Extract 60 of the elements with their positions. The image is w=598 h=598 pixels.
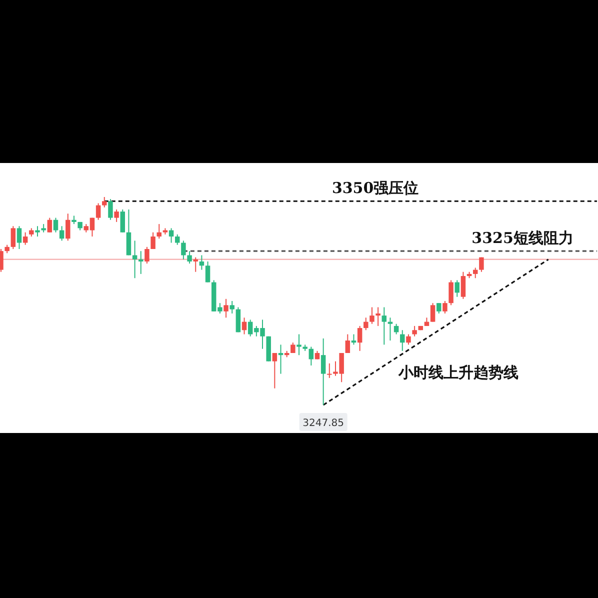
candlestick [442, 300, 448, 314]
candlestick [320, 338, 326, 406]
candlestick [370, 306, 374, 324]
candlestick [448, 280, 454, 306]
candlestick [472, 267, 478, 279]
candlestick [144, 246, 150, 264]
candlestick [412, 325, 417, 337]
candlestick [236, 306, 241, 333]
candlestick [59, 226, 64, 242]
candlestick [10, 226, 16, 250]
candlestick [150, 232, 156, 250]
candlestick [174, 234, 180, 246]
candlestick [272, 352, 278, 389]
series-label: 3350强压位 [332, 179, 419, 198]
candlestick [376, 306, 380, 326]
candlestick [16, 226, 22, 250]
candlestick [400, 330, 405, 352]
candlestick [187, 250, 192, 264]
candlestick [454, 280, 460, 298]
candlestick [199, 254, 204, 270]
candlestick [66, 213, 70, 242]
candlestick [308, 346, 314, 366]
candlestick [394, 323, 399, 335]
candlestick [96, 202, 101, 220]
candlestick [114, 208, 119, 222]
candlestick [224, 298, 228, 318]
candlestick [108, 198, 113, 220]
candlestick [205, 260, 210, 283]
candlestick [181, 240, 186, 260]
candlestick [460, 271, 466, 300]
candlestick [436, 302, 442, 314]
candlestick [296, 334, 302, 356]
candlestick [278, 344, 284, 374]
candlestick [22, 232, 28, 246]
candlestick [364, 317, 368, 331]
candlestick [102, 196, 107, 208]
candlestick [327, 362, 332, 378]
candlestick [138, 250, 144, 274]
candlestick [230, 300, 234, 314]
candlestick [120, 208, 126, 233]
candlestick [156, 224, 162, 240]
candlestick [345, 334, 350, 354]
candlestick [406, 334, 411, 346]
candlestick [132, 240, 138, 279]
series-label: 3325短线阻力 [472, 229, 574, 248]
candlestick [351, 334, 356, 346]
series-label: 小时线上升趋势线 [397, 364, 518, 382]
candlestick [35, 226, 40, 238]
text: 3247.85 [302, 418, 344, 429]
candlestick [430, 302, 436, 322]
candlestick [382, 306, 387, 346]
candlestick [126, 208, 132, 256]
candlestick [47, 217, 52, 233]
candlestick [388, 317, 393, 342]
candlestick [479, 256, 484, 272]
candlestick [53, 217, 58, 233]
candlestick [357, 325, 362, 352]
candlestick [168, 228, 174, 244]
candlestick [242, 317, 247, 335]
candlestick [193, 256, 198, 272]
